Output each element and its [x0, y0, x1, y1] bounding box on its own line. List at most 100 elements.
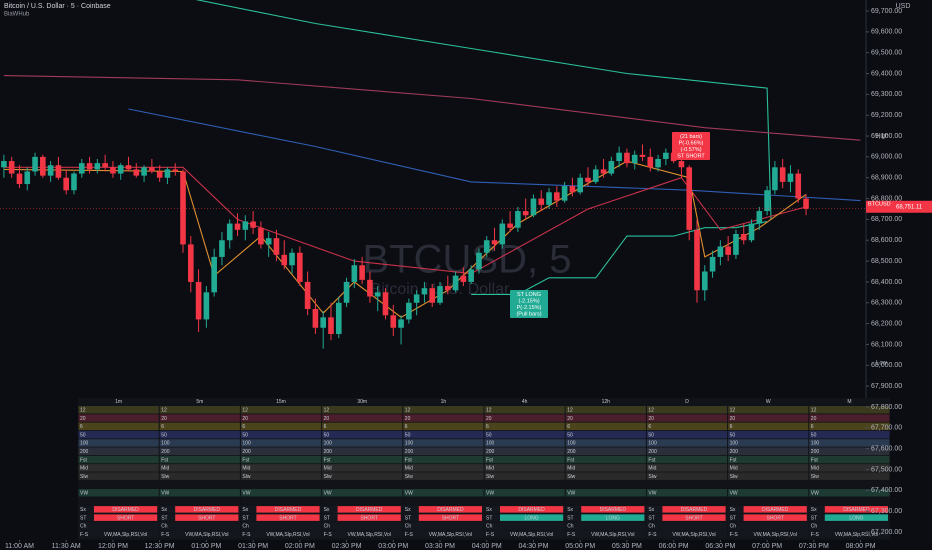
dashboard-cell [78, 422, 159, 431]
timeframe-header: D [685, 399, 689, 405]
dashboard-cell [484, 530, 565, 538]
x-tick-label: 12:30 PM [145, 543, 175, 550]
candle-body [624, 152, 630, 164]
status-cell [581, 506, 645, 513]
candle-body [8, 161, 15, 174]
candle-body [328, 317, 334, 335]
dashboard-cell [646, 430, 728, 439]
row-label: 20 [486, 416, 492, 422]
y-tick-label: 68,400.00 [871, 279, 902, 286]
y-tick-label: 68,600.00 [871, 237, 902, 244]
status-text: DISARMED [194, 507, 221, 513]
y-tick-label: 68,300.00 [871, 300, 902, 307]
row-label: Ch [811, 524, 818, 530]
annotation-text: P(-0.66%) [679, 140, 704, 146]
dashboard-cell [240, 530, 322, 538]
dashboard-cell [322, 464, 403, 472]
row-label: Fst [405, 457, 413, 463]
row-label: ST [324, 515, 330, 521]
dashboard-cell [809, 464, 890, 472]
dashboard-cell [159, 522, 240, 530]
dashboard-cell [78, 497, 159, 505]
dashboard-cell [78, 522, 159, 530]
y-tick-label: 67,700.00 [871, 425, 902, 432]
candle-body [561, 186, 568, 201]
row-label: ST [486, 515, 492, 521]
candle-body [258, 227, 264, 245]
annotation-text: ST SHORT [677, 153, 705, 159]
dashboard-cell [728, 472, 809, 480]
dashboard-cell [728, 530, 809, 538]
dashboard-cell [403, 455, 484, 464]
candle-body [1, 161, 7, 168]
status-cell [418, 506, 482, 513]
dashboard-cell [159, 455, 240, 464]
candle-body [592, 169, 599, 182]
dashboard-cell [403, 480, 484, 489]
candle-body [78, 163, 85, 174]
dashboard-cell [565, 522, 646, 530]
currency: USD [896, 3, 911, 10]
candle-body [694, 229, 700, 291]
row-label: 100 [567, 441, 576, 447]
timeframe-header: 1h [441, 399, 447, 405]
dashboard-cell [646, 455, 728, 464]
row-label: 200 [730, 449, 739, 455]
dashboard-cell [646, 497, 728, 505]
candle-body [110, 167, 116, 174]
x-tick-label: 03:30 PM [425, 543, 455, 550]
y-tick-label: 67,600.00 [871, 445, 902, 452]
dashboard-cell [322, 530, 403, 538]
candle-body [343, 281, 350, 303]
candle-body [733, 233, 739, 255]
dashboard-cell [78, 530, 159, 538]
dashboard-cell [403, 522, 484, 530]
dashboard-cell [565, 489, 646, 497]
dashboard-cell [484, 472, 565, 480]
row-label: Ch [648, 524, 655, 530]
header-subtitle[interactable]: BiaWHub [4, 12, 30, 18]
row-label: Fst [161, 457, 169, 463]
dashboard-cell [809, 439, 890, 447]
row-label: ST [730, 515, 736, 521]
status-text: SHORT [442, 515, 459, 521]
dashboard-cell [565, 406, 646, 414]
row-label: Fst [324, 457, 332, 463]
row-label: 20 [324, 416, 330, 422]
dashboard-cell [809, 489, 890, 497]
row-label: Sx [730, 507, 736, 513]
dashboard-cell [78, 414, 159, 422]
low-tag: Low [876, 361, 888, 367]
candle-body [616, 152, 622, 162]
row-label: F-S [80, 532, 89, 538]
y-tick-label: 67,200.00 [871, 529, 902, 536]
dashboard-cell [728, 489, 809, 497]
y-tick-label: 67,900.00 [871, 383, 902, 390]
y-tick-label: 68,200.00 [871, 320, 902, 327]
status-text: LONG [525, 515, 539, 521]
high-tag: High [876, 134, 888, 140]
row-label: 12 [730, 407, 736, 413]
candle-body [219, 240, 225, 257]
row-label: Mid [405, 466, 413, 472]
candle-body [289, 252, 295, 266]
row-label: Slw [567, 474, 575, 480]
dashboard-cell [159, 447, 240, 455]
row-label: Ch [80, 524, 87, 530]
dashboard-cell [322, 497, 403, 505]
candle-body [281, 254, 288, 266]
dashboard-cell [809, 447, 890, 455]
y-tick-label: 69,600.00 [871, 29, 902, 36]
status-text: DISARMED [518, 507, 545, 513]
candle-body [180, 171, 186, 245]
dashboard-cell [484, 464, 565, 472]
dashboard-cell [240, 447, 322, 455]
dashboard-cell [322, 447, 403, 455]
dashboard-cell [484, 447, 565, 455]
dashboard-cell [646, 522, 728, 530]
row-label: 12 [242, 407, 248, 413]
candle-body [265, 238, 272, 245]
dashboard-cell [484, 430, 565, 439]
candle-body [351, 265, 358, 282]
row-label: Fst [811, 457, 819, 463]
